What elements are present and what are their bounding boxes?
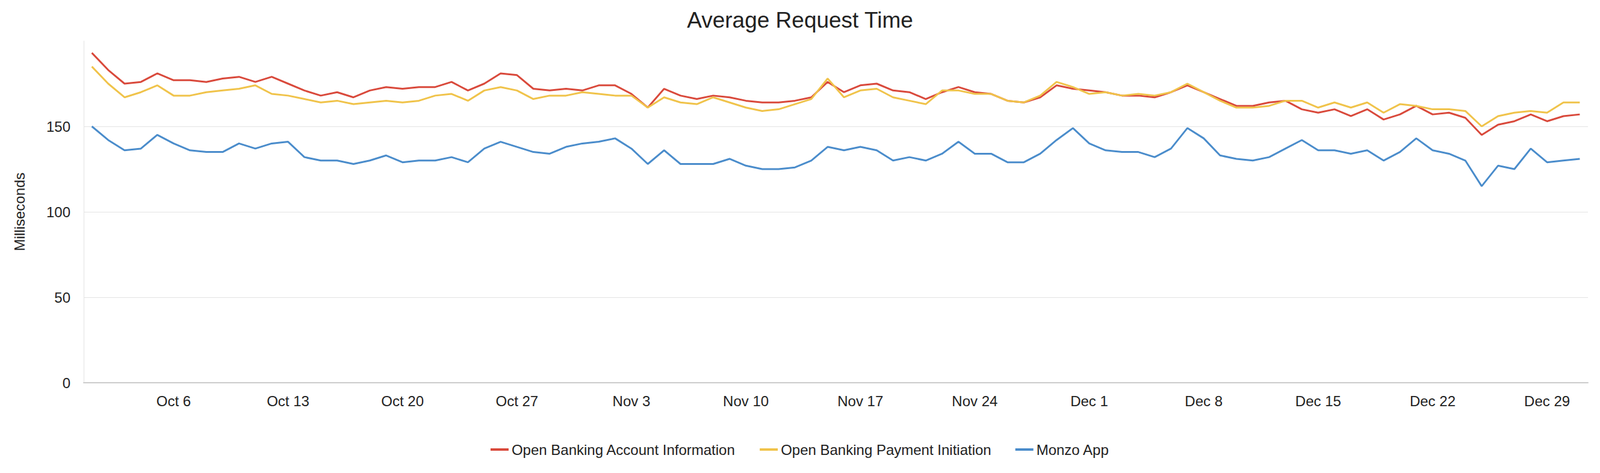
svg-text:Open Banking Payment Initiatio: Open Banking Payment Initiation [780, 441, 992, 459]
svg-text:Dec 8: Dec 8 [1184, 393, 1223, 410]
svg-text:Nov 3: Nov 3 [612, 393, 651, 410]
svg-text:Nov 24: Nov 24 [951, 393, 998, 410]
svg-text:Oct 13: Oct 13 [266, 393, 310, 410]
svg-text:Milliseconds: Milliseconds [11, 172, 28, 252]
svg-text:150: 150 [46, 118, 71, 135]
svg-text:Oct 20: Oct 20 [381, 393, 424, 410]
svg-text:0: 0 [62, 375, 71, 392]
svg-text:Oct 27: Oct 27 [495, 393, 539, 410]
svg-text:100: 100 [46, 204, 71, 221]
svg-text:Dec 15: Dec 15 [1295, 393, 1342, 410]
svg-text:Open Banking Account Informati: Open Banking Account Information [511, 441, 735, 459]
svg-text:Oct 6: Oct 6 [156, 393, 191, 410]
svg-text:Average Request Time: Average Request Time [686, 7, 914, 33]
svg-text:Nov 10: Nov 10 [722, 393, 769, 410]
svg-text:Dec 22: Dec 22 [1409, 393, 1456, 410]
svg-text:Dec 29: Dec 29 [1524, 393, 1570, 410]
svg-text:50: 50 [54, 289, 71, 306]
svg-text:Dec 1: Dec 1 [1070, 393, 1109, 410]
svg-text:Monzo App: Monzo App [1036, 441, 1109, 459]
svg-text:Nov 17: Nov 17 [837, 393, 884, 410]
